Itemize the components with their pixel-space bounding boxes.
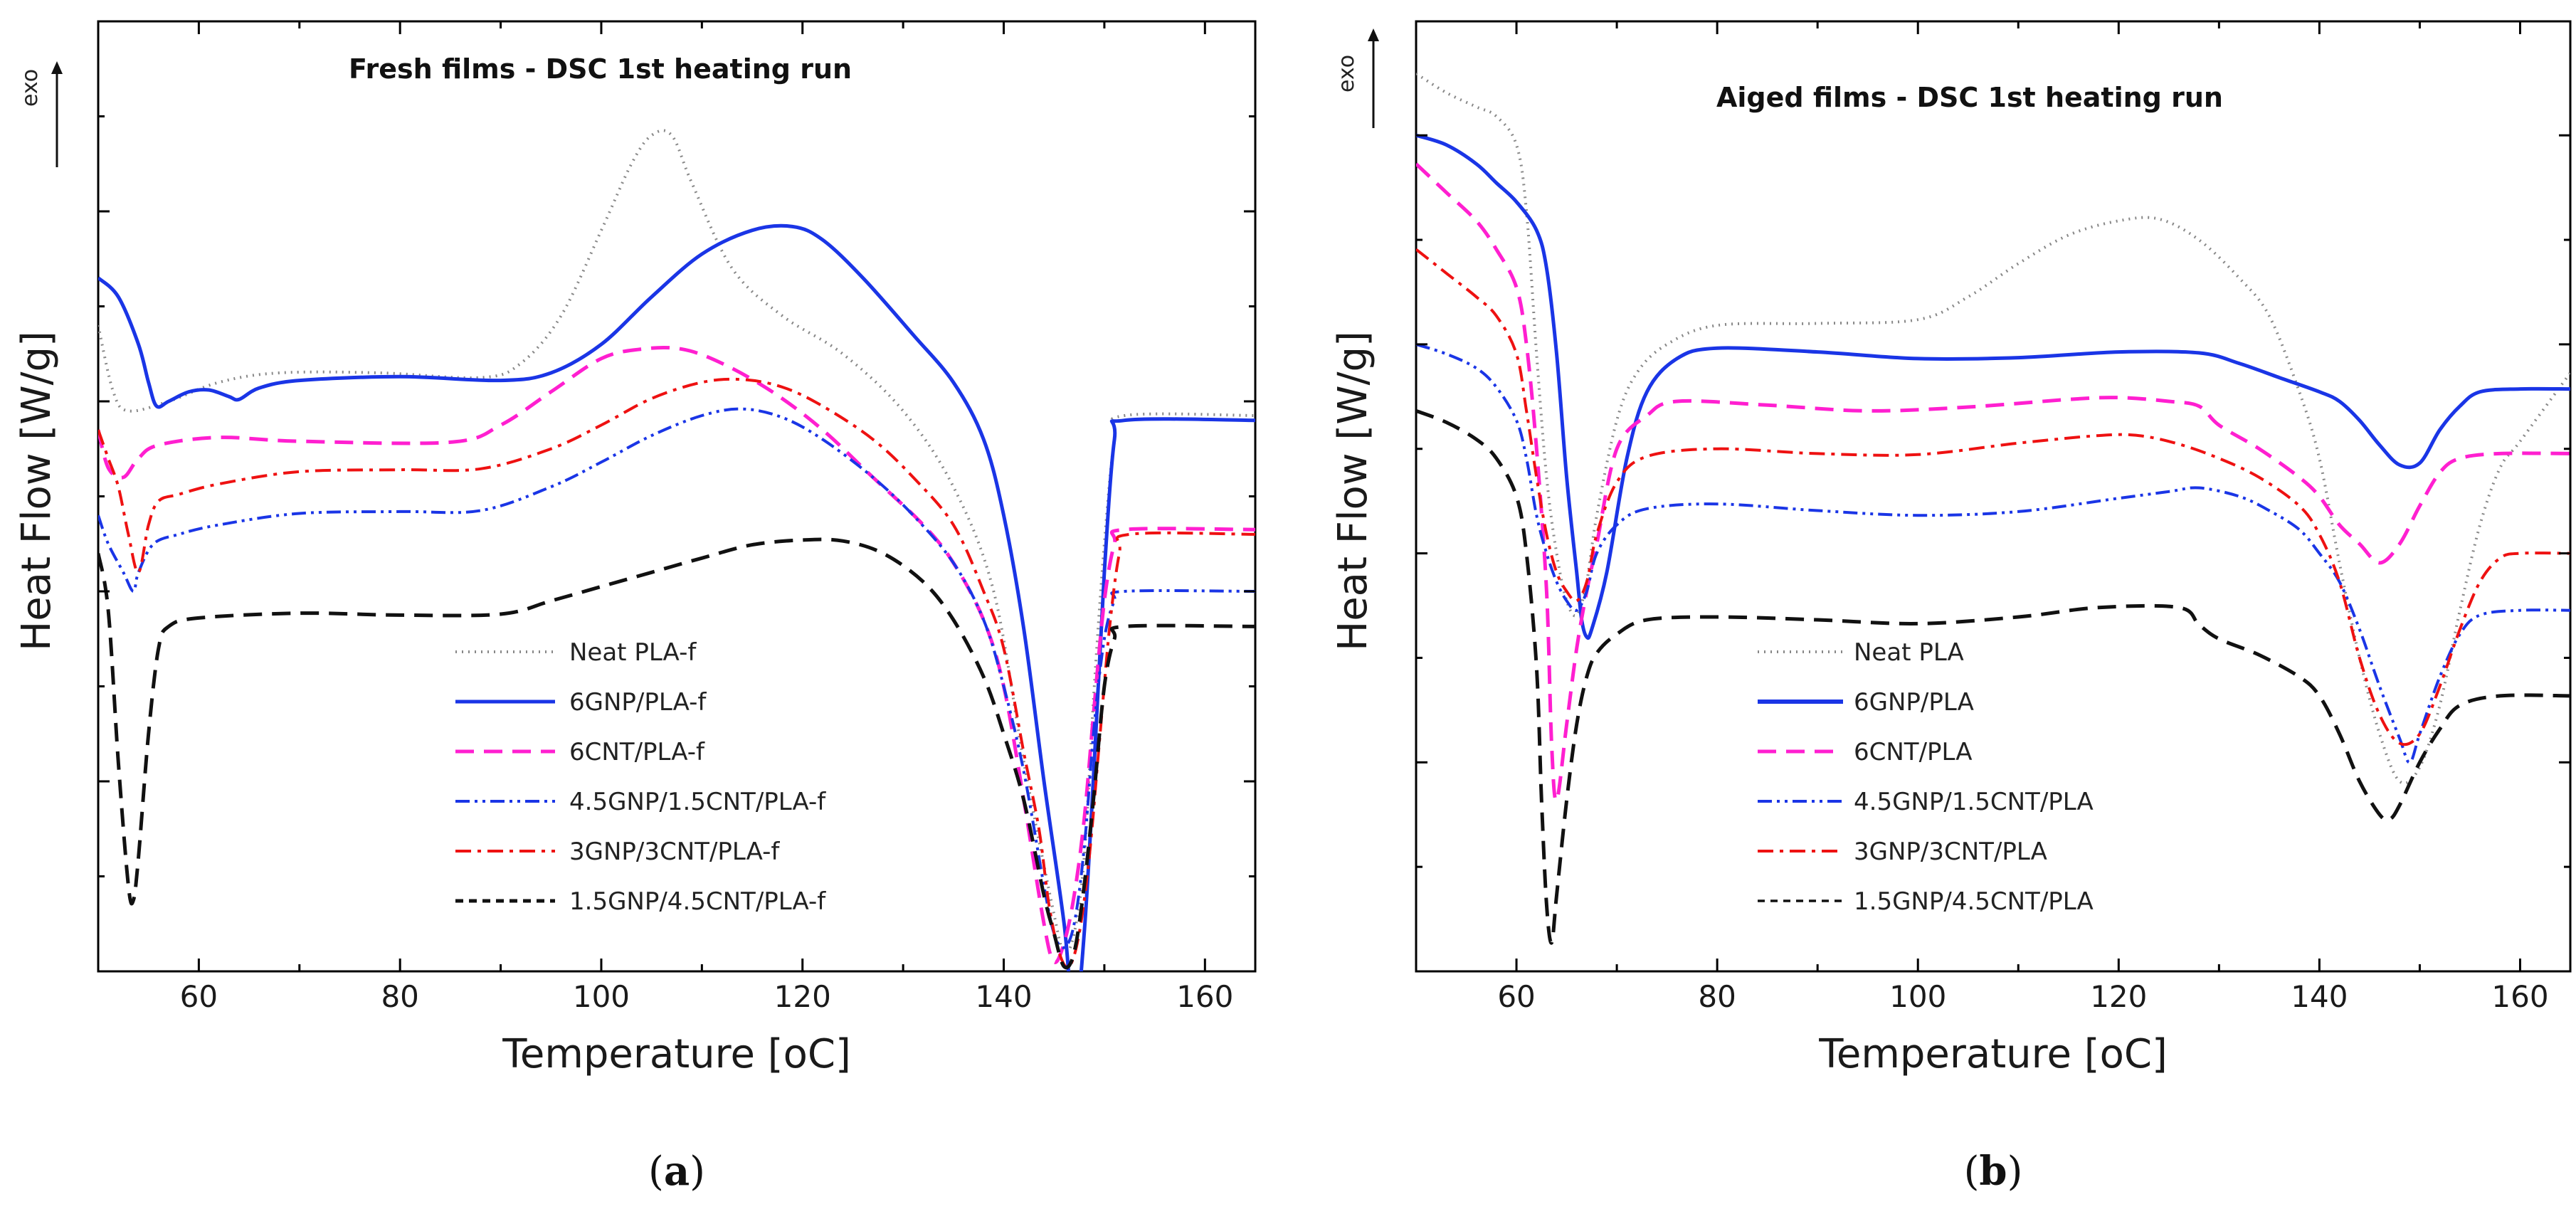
panel-b-legend-label-neat-pla: Neat PLA — [1854, 638, 1964, 667]
panel-b-series-layer — [1416, 72, 2570, 945]
panel-a: 60 80 100 120 140 160 Fresh films - DSC 1st h… — [14, 20, 1257, 1195]
panel-b-exo-arrow-head — [1368, 28, 1379, 41]
panel-a-series-3gnp-3cnt-pla-f — [98, 377, 1255, 969]
panel-a-x-tick-label-160: 160 — [1176, 979, 1233, 1014]
panel-a-series-1-5gnp-4-5cnt-pla-f — [98, 537, 1255, 970]
panel-b-legend: Neat PLA 6GNP/PLA 6CNT/PLA 4.5GNP/1.5CNT… — [1758, 638, 2094, 916]
panel-b-y-axis-label: Heat Flow [W/g] — [1330, 331, 1376, 651]
panel-b-x-axis-label-name: Temperature — [1818, 1031, 2071, 1077]
panel-b-x-tick-label-140: 140 — [2291, 979, 2348, 1014]
panel-a-series-layer — [98, 129, 1255, 971]
panel-a-series-neat-pla-f — [98, 129, 1255, 955]
panel-b-caption-letter: b — [1979, 1148, 2007, 1195]
panel-b-x-axis-label: Temperature [oC] — [1818, 1031, 2168, 1077]
panel-b-caption: (b) — [1964, 1148, 2023, 1195]
panel-a-x-tick-label-120: 120 — [774, 979, 831, 1014]
panel-a-x-tick-label-140: 140 — [975, 979, 1032, 1014]
panel-b-series-6gnp-pla — [1416, 133, 2570, 640]
panel-a-legend-label-4-5gnp-1-5cnt-pla-f: 4.5GNP/1.5CNT/PLA-f — [569, 788, 826, 816]
panel-a-legend-label-6gnp-pla-f: 6GNP/PLA-f — [569, 688, 707, 717]
panel-b: 60 80 100 120 140 160 Aiged films - DSC 1st h… — [1330, 20, 2572, 1195]
panel-b-x-tick-label-80: 80 — [1698, 979, 1736, 1014]
panel-b-series-3gnp-3cnt-pla — [1416, 248, 2570, 746]
panel-a-x-axis-unit: [oC] — [768, 1031, 851, 1077]
panel-a-series-6cnt-pla-f — [98, 345, 1255, 964]
panel-a-caption-letter: a — [664, 1148, 690, 1195]
panel-a-legend-label-1-5gnp-4-5cnt-pla-f: 1.5GNP/4.5CNT/PLA-f — [569, 887, 826, 916]
panel-b-x-tick-label-160: 160 — [2491, 979, 2548, 1014]
panel-b-series-neat-pla — [1416, 72, 2570, 785]
panel-a-ticks-layer: 60 80 100 120 140 160 — [97, 20, 1255, 1014]
panel-b-exo-label: exo — [1334, 55, 1359, 93]
panel-a-x-tick-label-100: 100 — [573, 979, 630, 1014]
panel-b-legend-label-3gnp-3cnt-pla: 3GNP/3CNT/PLA — [1854, 838, 2047, 866]
panel-b-x-tick-label-120: 120 — [2090, 979, 2147, 1014]
panel-a-x-axis-label: Temperature [oC] — [502, 1031, 851, 1077]
panel-a-series-6gnp-pla-f — [98, 223, 1255, 971]
panel-a-plot-frame — [97, 20, 1257, 973]
panel-b-plot-frame — [1415, 20, 2572, 973]
panel-a-x-tick-label-80: 80 — [381, 979, 418, 1014]
panel-b-series-1-5gnp-4-5cnt-pla — [1416, 409, 2570, 945]
panel-a-legend: Neat PLA-f 6GNP/PLA-f 6CNT/PLA-f 4.5GNP/… — [455, 638, 826, 916]
panel-a-legend-label-6cnt-pla-f: 6CNT/PLA-f — [569, 738, 705, 766]
panel-b-legend-label-4-5gnp-1-5cnt-pla: 4.5GNP/1.5CNT/PLA — [1854, 788, 2094, 816]
panel-b-x-tick-label-100: 100 — [1889, 979, 1946, 1014]
panel-a-series-4-5gnp-1-5cnt-pla-f — [98, 407, 1255, 949]
panel-b-series-6cnt-pla — [1416, 162, 2570, 803]
panel-b-legend-label-1-5gnp-4-5cnt-pla: 1.5GNP/4.5CNT/PLA — [1854, 887, 2094, 916]
panel-a-exo-label: exo — [18, 69, 43, 107]
panel-b-ticks-layer: 60 80 100 120 140 160 — [1415, 21, 2570, 1014]
panel-a-x-tick-label-60: 60 — [180, 979, 218, 1014]
panel-b-x-tick-label-60: 60 — [1497, 979, 1535, 1014]
panel-a-legend-label-3gnp-3cnt-pla-f: 3GNP/3CNT/PLA-f — [569, 838, 780, 866]
panel-b-legend-label-6cnt-pla: 6CNT/PLA — [1854, 738, 1973, 766]
panel-a-legend-label-neat-pla-f: Neat PLA-f — [569, 638, 697, 667]
panel-b-x-axis-unit: [oC] — [2084, 1031, 2168, 1077]
panel-a-x-axis-label-name: Temperature — [502, 1031, 755, 1077]
panel-a-caption: (a) — [648, 1148, 705, 1195]
panel-a-exo-indicator: exo — [18, 61, 63, 167]
panel-a-y-axis-label: Heat Flow [W/g] — [14, 331, 60, 651]
panel-b-legend-label-6gnp-pla: 6GNP/PLA — [1854, 688, 1974, 717]
panel-a-exo-arrow-head — [51, 61, 63, 74]
panel-b-exo-indicator: exo — [1334, 28, 1379, 128]
panel-a-title: Fresh films - DSC 1st heating run — [349, 53, 852, 85]
panel-b-title: Aiged films - DSC 1st heating run — [1716, 82, 2223, 113]
